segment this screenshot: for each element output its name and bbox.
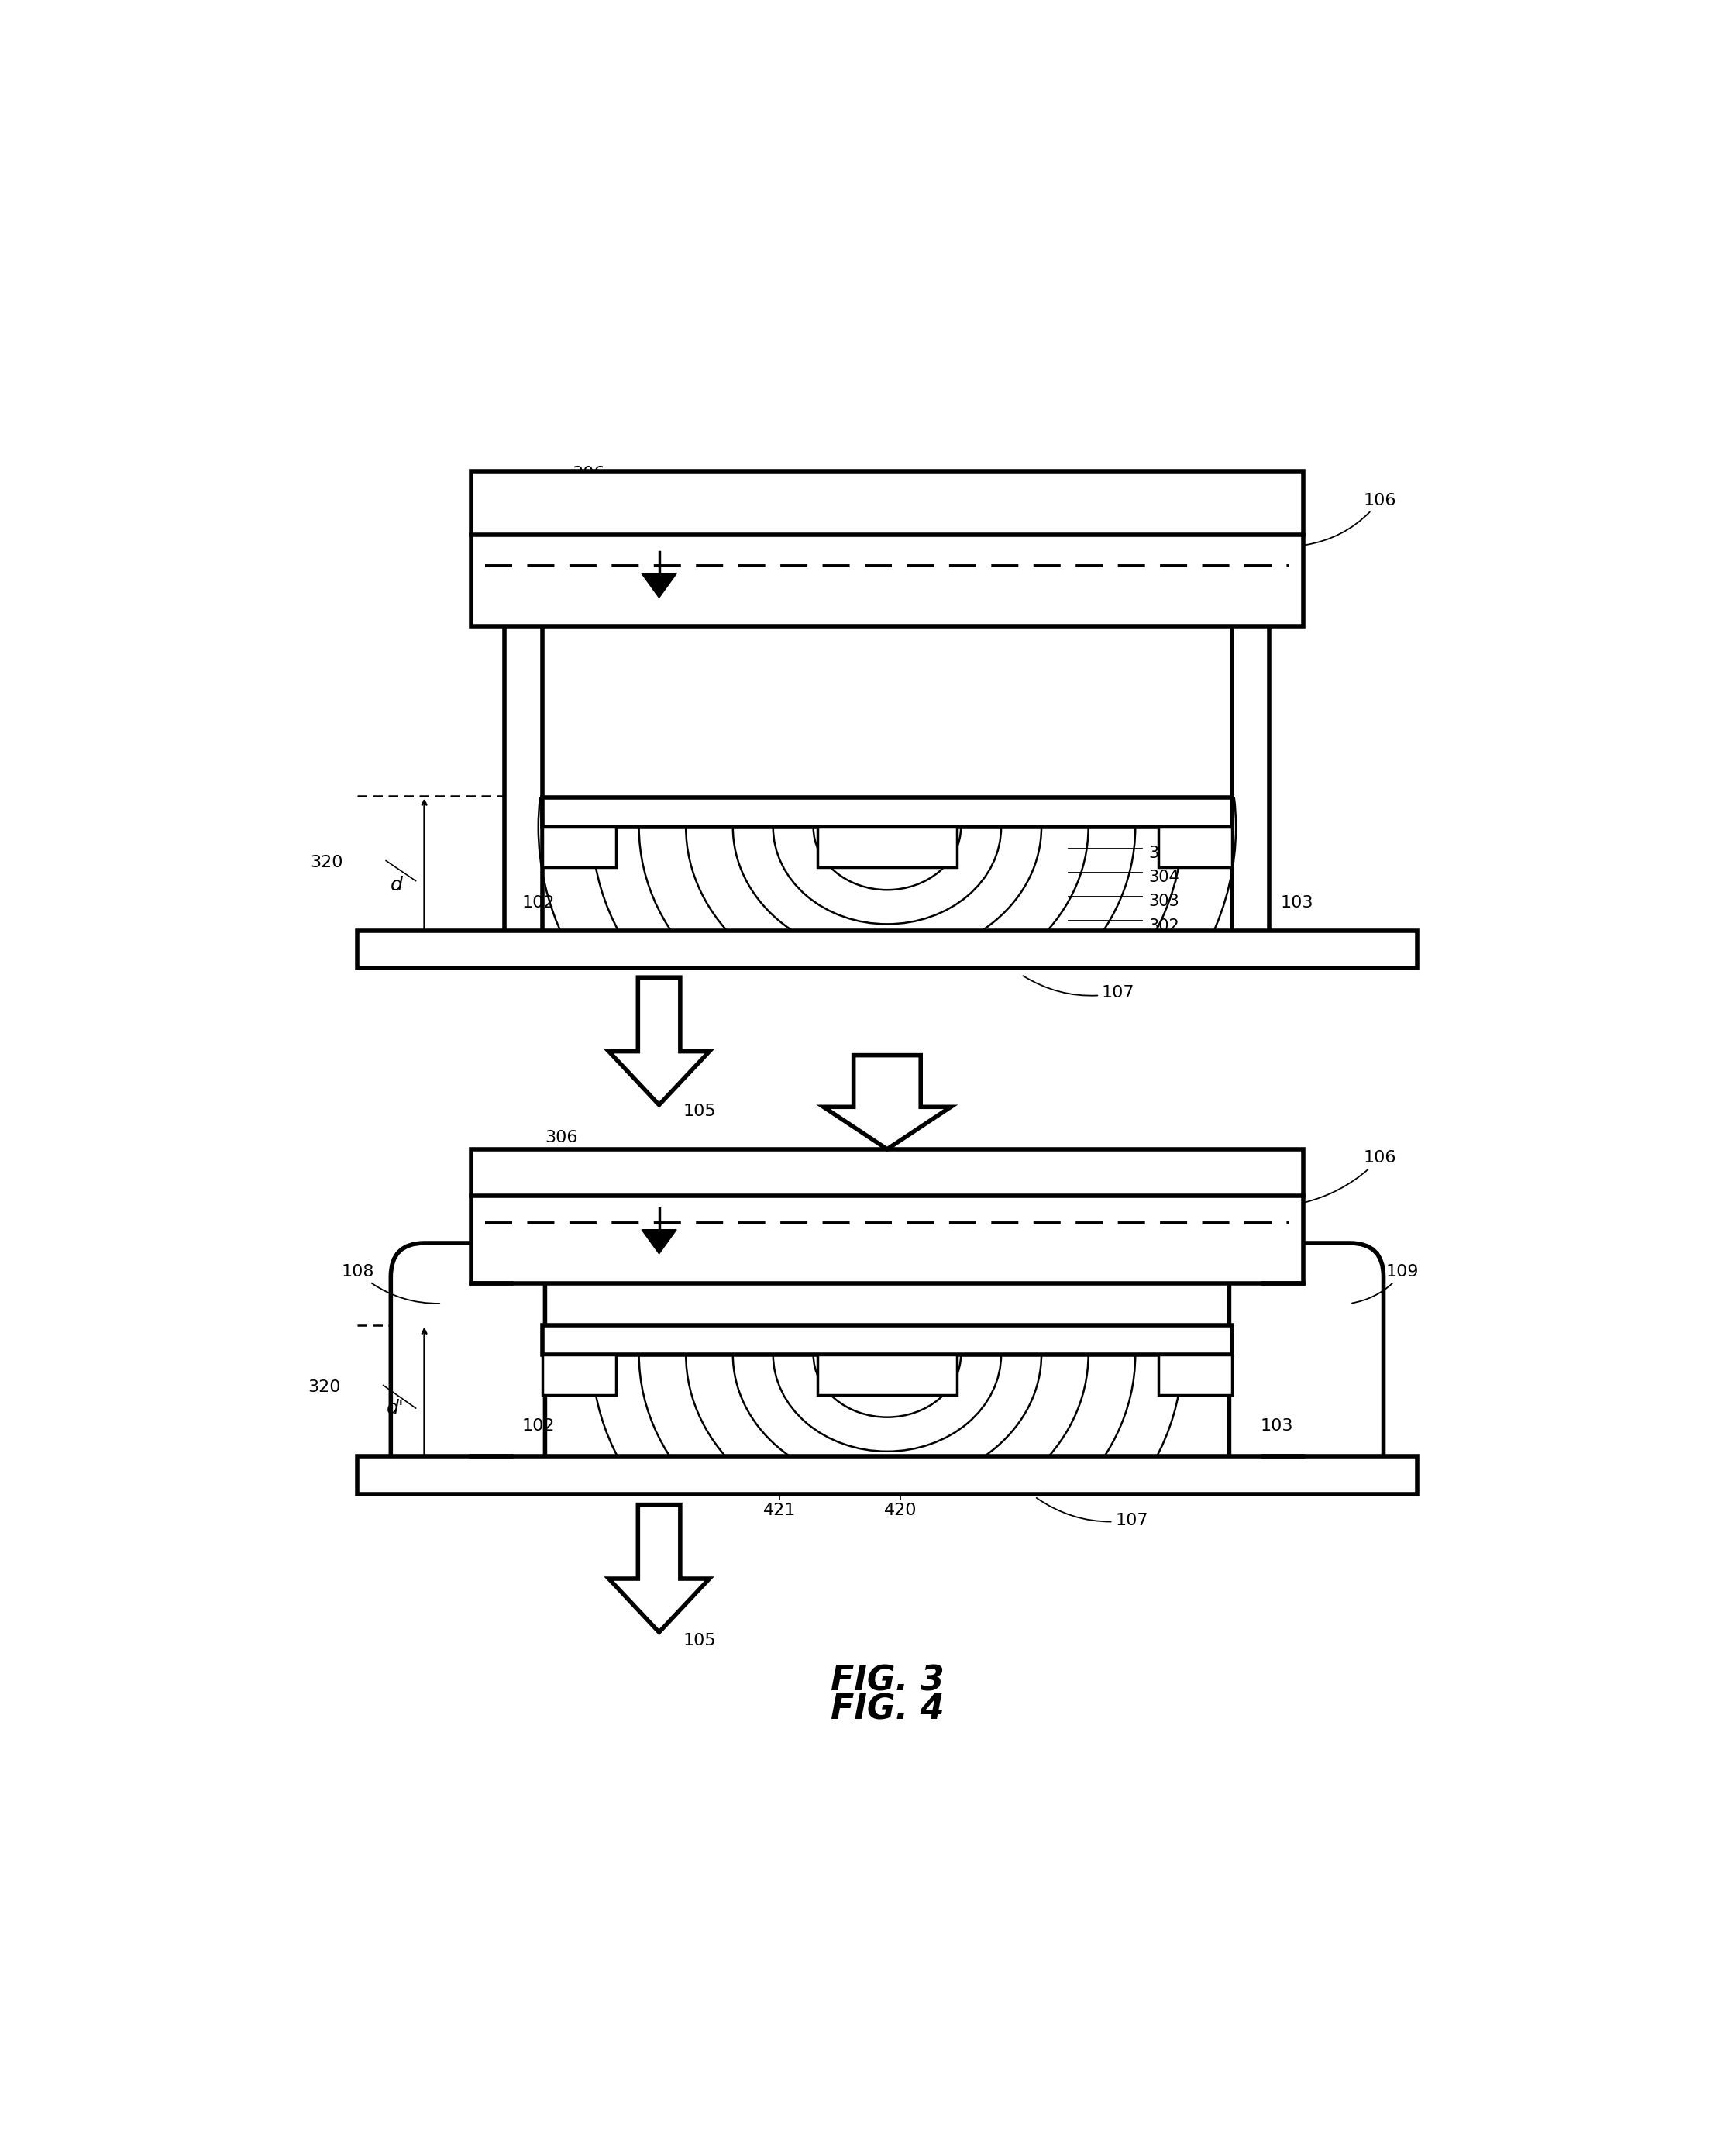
Text: FIG. 4: FIG. 4	[831, 1692, 943, 1727]
Bar	[817, 828, 957, 867]
Text: 106: 106	[1305, 494, 1397, 545]
Text: 302: 302	[1149, 918, 1179, 934]
Bar	[1232, 612, 1269, 949]
Bar	[542, 1354, 616, 1395]
Polygon shape	[609, 977, 710, 1104]
FancyBboxPatch shape	[1229, 1244, 1383, 1492]
Text: 306: 306	[545, 1130, 604, 1192]
Polygon shape	[642, 1229, 677, 1255]
Bar	[471, 1149, 1303, 1283]
Bar	[817, 1354, 957, 1395]
Text: d': d'	[386, 1399, 405, 1416]
Text: 109: 109	[1352, 1263, 1419, 1302]
Polygon shape	[824, 1054, 950, 1149]
Text: 305: 305	[1149, 845, 1179, 860]
Text: 106: 106	[1305, 1149, 1397, 1203]
Text: 105: 105	[684, 1104, 717, 1119]
Text: 303: 303	[1149, 895, 1179, 910]
Bar	[1158, 828, 1232, 867]
Text: 108: 108	[341, 1263, 440, 1304]
Bar	[542, 828, 616, 867]
Text: 102: 102	[523, 1419, 556, 1434]
Bar	[505, 612, 542, 949]
Text: d: d	[391, 875, 403, 895]
Text: 103: 103	[1260, 1419, 1293, 1434]
Text: 103: 103	[1281, 895, 1314, 910]
Bar	[542, 798, 1232, 828]
Bar	[471, 472, 1303, 625]
Text: 107: 107	[1037, 1498, 1148, 1529]
Text: 421: 421	[763, 1503, 796, 1518]
Bar	[542, 1326, 1232, 1354]
Text: FIG. 3: FIG. 3	[831, 1664, 943, 1699]
FancyBboxPatch shape	[391, 1244, 545, 1492]
Bar	[357, 1457, 1418, 1494]
Bar	[357, 931, 1418, 968]
Text: 301: 301	[1149, 942, 1179, 957]
Text: 420: 420	[885, 1503, 917, 1518]
Text: 320: 320	[310, 856, 343, 871]
Polygon shape	[642, 573, 677, 597]
Text: 107: 107	[1023, 977, 1136, 1000]
Text: 320: 320	[308, 1380, 341, 1395]
Polygon shape	[609, 1505, 710, 1632]
Text: 102: 102	[523, 895, 556, 910]
Bar	[1158, 1354, 1232, 1395]
Text: 304: 304	[1149, 869, 1179, 886]
Text: 306: 306	[571, 466, 623, 524]
Text: 105: 105	[684, 1634, 717, 1649]
